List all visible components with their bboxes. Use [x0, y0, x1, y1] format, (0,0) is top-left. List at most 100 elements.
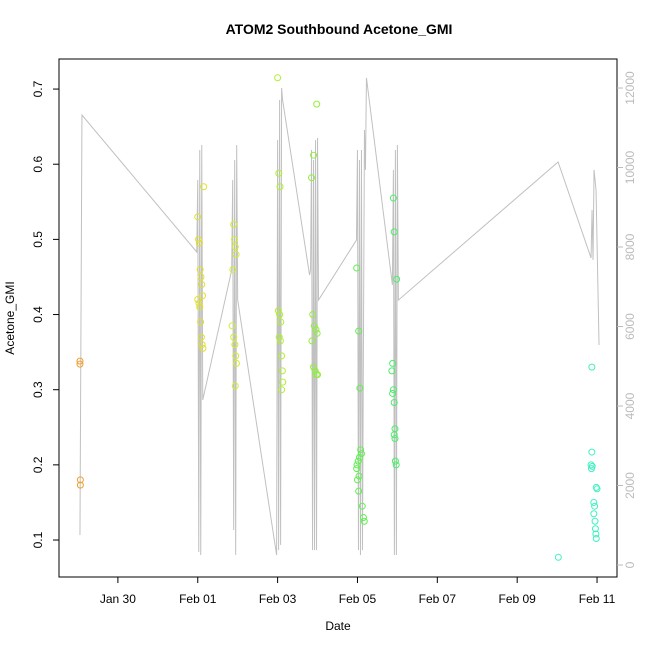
point — [231, 382, 239, 390]
point — [388, 367, 396, 375]
point — [587, 461, 595, 469]
point — [389, 359, 397, 367]
point — [196, 303, 204, 311]
point — [390, 228, 398, 236]
point — [354, 457, 362, 465]
point — [308, 174, 316, 182]
point — [232, 250, 240, 258]
point — [278, 386, 286, 394]
point — [200, 183, 208, 191]
y-tick-label: 0.4 — [31, 306, 45, 323]
point — [275, 169, 283, 177]
point — [593, 485, 601, 493]
point — [587, 465, 595, 473]
point — [228, 322, 236, 330]
point — [276, 183, 284, 191]
point — [196, 265, 204, 273]
point — [278, 352, 286, 360]
point — [590, 498, 598, 506]
point — [194, 296, 202, 304]
point — [311, 367, 319, 375]
point — [76, 357, 84, 365]
point — [389, 386, 397, 394]
point — [358, 502, 366, 510]
y-axis-label: Acetone_GMI — [3, 281, 17, 354]
y-tick-label: 0.3 — [31, 381, 45, 398]
point — [76, 476, 84, 484]
point — [232, 359, 240, 367]
point — [390, 431, 398, 439]
x-axis-label: Date — [325, 619, 351, 633]
point — [274, 74, 282, 82]
point — [392, 461, 400, 469]
point — [391, 435, 399, 443]
point — [276, 311, 284, 319]
y2-tick-label: 0 — [623, 561, 637, 568]
point — [309, 311, 317, 319]
point — [355, 472, 363, 480]
point — [355, 487, 363, 495]
point — [197, 333, 205, 341]
point — [591, 517, 599, 525]
point — [197, 273, 205, 281]
point — [359, 513, 367, 521]
point — [313, 329, 321, 337]
point — [588, 448, 596, 456]
point — [391, 457, 399, 465]
point — [198, 280, 206, 288]
point — [390, 398, 398, 406]
y2-tick-label: 4000 — [623, 392, 637, 419]
point — [278, 367, 286, 375]
point — [588, 363, 596, 371]
point — [195, 299, 203, 307]
x-tick-label: Feb 07 — [419, 592, 457, 606]
point — [393, 275, 401, 283]
y2-tick-label: 12000 — [623, 71, 637, 105]
point — [312, 326, 320, 334]
point — [310, 151, 318, 159]
x-tick-label: Feb 01 — [179, 592, 217, 606]
point — [360, 517, 368, 525]
point — [198, 341, 206, 349]
altitude-line — [79, 77, 600, 556]
point — [554, 553, 562, 561]
point — [353, 461, 361, 469]
point — [355, 453, 363, 461]
point — [310, 363, 318, 371]
y-tick-label: 0.6 — [31, 156, 45, 173]
point — [199, 292, 207, 300]
point — [591, 525, 599, 533]
point — [314, 371, 322, 379]
point — [195, 235, 203, 243]
point — [592, 530, 600, 538]
point — [276, 337, 284, 345]
point — [308, 337, 316, 345]
point — [357, 450, 365, 458]
point — [310, 322, 318, 330]
x-tick-label: Feb 09 — [498, 592, 536, 606]
y-tick-label: 0.1 — [31, 531, 45, 548]
y2-tick-label: 6000 — [623, 313, 637, 340]
point — [356, 384, 364, 392]
point — [592, 535, 600, 543]
y-tick-label: 0.2 — [31, 456, 45, 473]
point — [194, 213, 202, 221]
point — [76, 481, 84, 489]
point — [353, 476, 361, 484]
point — [274, 307, 282, 315]
y2-tick-label: 2000 — [623, 472, 637, 499]
point — [353, 465, 361, 473]
point — [76, 360, 84, 368]
point — [197, 318, 205, 326]
point — [231, 341, 239, 349]
point — [230, 220, 238, 228]
x-tick-label: Feb 05 — [339, 592, 377, 606]
point — [275, 333, 283, 341]
point — [230, 333, 238, 341]
point — [591, 502, 599, 510]
point — [231, 243, 239, 251]
point — [590, 510, 598, 518]
point — [389, 194, 397, 202]
point — [279, 378, 287, 386]
